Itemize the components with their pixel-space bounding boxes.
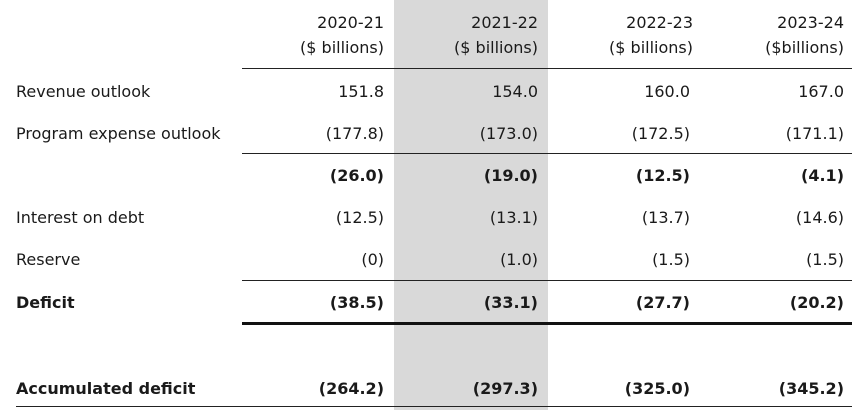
header-year-2021-22: 2021-22 bbox=[471, 13, 538, 32]
table-cell: (14.6) bbox=[795, 208, 844, 227]
header-unit-2022-23: ($ billions) bbox=[609, 38, 693, 57]
table-cell: (13.7) bbox=[641, 208, 690, 227]
header-divider bbox=[242, 68, 852, 69]
table-cell-subtotal: (12.5) bbox=[635, 166, 690, 185]
header-unit-2023-24: ($billions) bbox=[765, 38, 844, 57]
table-cell: (297.3) bbox=[472, 379, 538, 398]
row-label-program-expense-outlook: Program expense outlook bbox=[16, 124, 221, 143]
row-label-revenue-outlook: Revenue outlook bbox=[16, 82, 151, 101]
header-year-2020-21: 2020-21 bbox=[317, 13, 384, 32]
table-cell: 151.8 bbox=[338, 82, 384, 101]
table-cell: (13.1) bbox=[489, 208, 538, 227]
table-cell: (1.5) bbox=[652, 250, 690, 269]
table-cell: (171.1) bbox=[785, 124, 844, 143]
row-label-reserve: Reserve bbox=[16, 250, 81, 269]
table-cell: (173.0) bbox=[479, 124, 538, 143]
header-unit-2020-21: ($ billions) bbox=[300, 38, 384, 57]
table-cell: (12.5) bbox=[335, 208, 384, 227]
bottom-divider bbox=[16, 406, 852, 407]
table-cell: (345.2) bbox=[778, 379, 844, 398]
header-unit-2021-22: ($ billions) bbox=[454, 38, 538, 57]
table-cell: 167.0 bbox=[798, 82, 844, 101]
table-cell: (172.5) bbox=[631, 124, 690, 143]
subtotal-divider bbox=[242, 153, 852, 154]
table-cell-subtotal: (26.0) bbox=[329, 166, 384, 185]
table-cell: (325.0) bbox=[624, 379, 690, 398]
deficit-total-rule bbox=[242, 322, 852, 325]
table-cell: (1.0) bbox=[500, 250, 538, 269]
table-cell: (1.5) bbox=[806, 250, 844, 269]
table-cell: (177.8) bbox=[325, 124, 384, 143]
row-label-accumulated-deficit: Accumulated deficit bbox=[16, 379, 196, 398]
table-cell-subtotal: (4.1) bbox=[801, 166, 844, 185]
table-cell: 154.0 bbox=[492, 82, 538, 101]
deficit-divider bbox=[242, 280, 852, 281]
table-cell: (20.2) bbox=[789, 293, 844, 312]
table-cell: (33.1) bbox=[483, 293, 538, 312]
header-year-2023-24: 2023-24 bbox=[777, 13, 844, 32]
row-label-deficit: Deficit bbox=[16, 293, 75, 312]
table-cell: (0) bbox=[361, 250, 384, 269]
highlighted-column-2021-22 bbox=[394, 0, 548, 410]
table-cell: (264.2) bbox=[318, 379, 384, 398]
table-cell: 160.0 bbox=[644, 82, 690, 101]
table-cell-subtotal: (19.0) bbox=[483, 166, 538, 185]
header-year-2022-23: 2022-23 bbox=[626, 13, 693, 32]
row-label-interest-on-debt: Interest on debt bbox=[16, 208, 145, 227]
table-cell: (27.7) bbox=[635, 293, 690, 312]
table-cell: (38.5) bbox=[329, 293, 384, 312]
